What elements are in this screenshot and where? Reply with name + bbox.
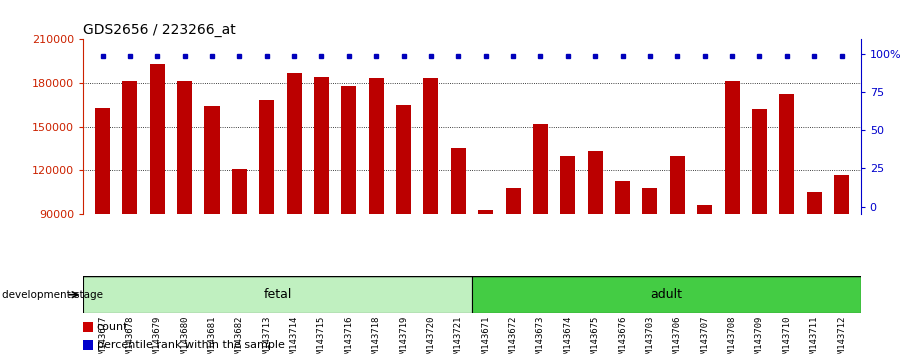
Bar (533, 124, 548, 214)
Bar (259, 100, 275, 214)
Bar (369, 78, 384, 214)
Text: count: count (97, 322, 128, 332)
Bar (725, 81, 739, 214)
Bar (588, 152, 602, 214)
Bar (83, 276, 472, 313)
Bar (560, 156, 575, 214)
Bar (697, 205, 712, 214)
Bar (472, 276, 861, 313)
Bar (423, 78, 439, 214)
Bar (779, 95, 795, 214)
Bar (122, 81, 138, 214)
Bar (314, 77, 329, 214)
Bar (149, 64, 165, 214)
Bar (83, 340, 92, 350)
Bar (451, 148, 466, 214)
Bar (396, 105, 411, 214)
Bar (232, 169, 247, 214)
Bar (506, 188, 521, 214)
Text: adult: adult (651, 288, 682, 301)
Bar (752, 109, 767, 214)
Bar (83, 322, 92, 332)
Text: fetal: fetal (264, 288, 292, 301)
Bar (177, 81, 192, 214)
Bar (670, 156, 685, 214)
Bar (286, 73, 302, 214)
Text: percentile rank within the sample: percentile rank within the sample (97, 340, 284, 350)
Bar (95, 108, 110, 214)
Bar (205, 106, 219, 214)
Bar (834, 175, 849, 214)
Bar (478, 210, 493, 214)
Bar (342, 86, 356, 214)
Bar (615, 181, 630, 214)
Text: development stage: development stage (2, 290, 102, 300)
Bar (806, 192, 822, 214)
Bar (642, 188, 658, 214)
Text: GDS2656 / 223266_at: GDS2656 / 223266_at (83, 23, 236, 36)
